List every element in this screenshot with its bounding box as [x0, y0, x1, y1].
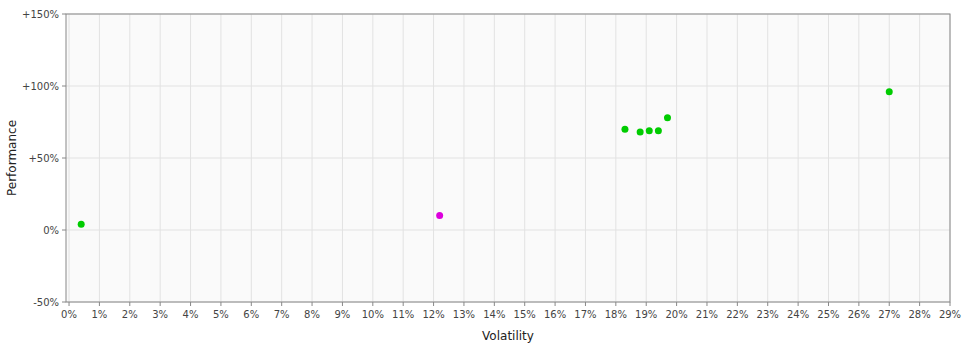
chart: 0% 1% 2% 3% 4% 5% 6% 7% 8% 9% 10% 11% 12% 13% 14% 15% 16…	[0, 0, 966, 350]
x-tick	[251, 302, 252, 306]
series	[436, 212, 443, 219]
y-tick	[62, 86, 66, 87]
x-tick-label: 22%	[726, 309, 748, 320]
x-tick	[676, 302, 677, 306]
x-tick	[737, 302, 738, 306]
x-tick-label: 1%	[91, 309, 107, 320]
series	[78, 88, 893, 227]
x-tick-label: 19%	[635, 309, 657, 320]
x-tick	[706, 302, 707, 306]
plot-background	[66, 14, 950, 302]
x-tick	[463, 302, 464, 306]
x-tick	[403, 302, 404, 306]
x-tick	[372, 302, 373, 306]
x-tick-label: 15%	[514, 309, 536, 320]
x-tick	[160, 302, 161, 306]
x-tick	[828, 302, 829, 306]
point	[78, 221, 85, 228]
x-tick-label: 7%	[274, 309, 290, 320]
point	[886, 88, 893, 95]
points	[78, 88, 893, 227]
point	[664, 114, 671, 121]
x-tick-label: 0%	[61, 309, 77, 320]
x-tick-label: 16%	[544, 309, 566, 320]
plot-frame	[66, 14, 950, 302]
x-tick	[858, 302, 859, 306]
x-tick-label: 20%	[665, 309, 687, 320]
x-tick-label: 11%	[392, 309, 414, 320]
x-tick	[220, 302, 221, 306]
x-tick	[494, 302, 495, 306]
y-grid-line	[66, 158, 950, 159]
x-tick	[99, 302, 100, 306]
y-grid-line	[66, 86, 950, 87]
x-tick-label: 8%	[304, 309, 320, 320]
x-tick	[555, 302, 556, 306]
x-tick-label: 24%	[787, 309, 809, 320]
x-tick	[585, 302, 586, 306]
grid	[66, 14, 950, 302]
y-tick	[62, 230, 66, 231]
y-tick-label: -50%	[33, 297, 59, 308]
x-tick	[615, 302, 616, 306]
x-tick	[889, 302, 890, 306]
x-tick-label: 18%	[605, 309, 627, 320]
x-tick-label: 12%	[422, 309, 444, 320]
y-tick	[62, 14, 66, 15]
x-tick	[190, 302, 191, 306]
x-tick-label: 27%	[878, 309, 900, 320]
x-tick	[919, 302, 920, 306]
x-tick-label: 26%	[848, 309, 870, 320]
x-tick-label: 2%	[122, 309, 138, 320]
point	[621, 126, 628, 133]
x-tick-label: 23%	[757, 309, 779, 320]
y-grid-line	[66, 230, 950, 231]
x-tick	[524, 302, 525, 306]
x-tick	[433, 302, 434, 306]
x-tick-label: 14%	[483, 309, 505, 320]
x-tick	[950, 302, 951, 306]
x-tick-label: 21%	[696, 309, 718, 320]
point	[637, 129, 644, 136]
point	[655, 127, 662, 134]
y-tick-label: +50%	[28, 153, 59, 164]
x-tick-label: 10%	[362, 309, 384, 320]
y-tick-label: 0%	[43, 225, 59, 236]
x-tick	[342, 302, 343, 306]
y-tick	[62, 302, 66, 303]
x-tick-label: 3%	[152, 309, 168, 320]
x-tick	[69, 302, 70, 306]
axes: 0% 1% 2% 3% 4% 5% 6% 7% 8% 9% 10% 11% 12% 13% 14% 15% 16…	[22, 9, 961, 321]
x-tick	[129, 302, 130, 306]
x-tick-label: 28%	[909, 309, 931, 320]
y-tick	[62, 158, 66, 159]
x-tick-label: 5%	[213, 309, 229, 320]
x-tick	[646, 302, 647, 306]
x-tick-label: 17%	[574, 309, 596, 320]
y-axis-label: Performance	[5, 120, 19, 196]
x-tick-label: 9%	[335, 309, 351, 320]
y-tick-label: +150%	[22, 9, 59, 20]
x-tick-label: 4%	[183, 309, 199, 320]
x-tick	[798, 302, 799, 306]
x-tick	[281, 302, 282, 306]
x-tick	[312, 302, 313, 306]
x-tick-label: 25%	[817, 309, 839, 320]
x-tick	[767, 302, 768, 306]
x-tick-label: 13%	[453, 309, 475, 320]
point	[436, 212, 443, 219]
x-tick-label: 6%	[243, 309, 259, 320]
y-tick-label: +100%	[22, 81, 59, 92]
x-tick-label: 29%	[939, 309, 961, 320]
x-axis-label: Volatility	[482, 329, 534, 343]
point	[646, 127, 653, 134]
